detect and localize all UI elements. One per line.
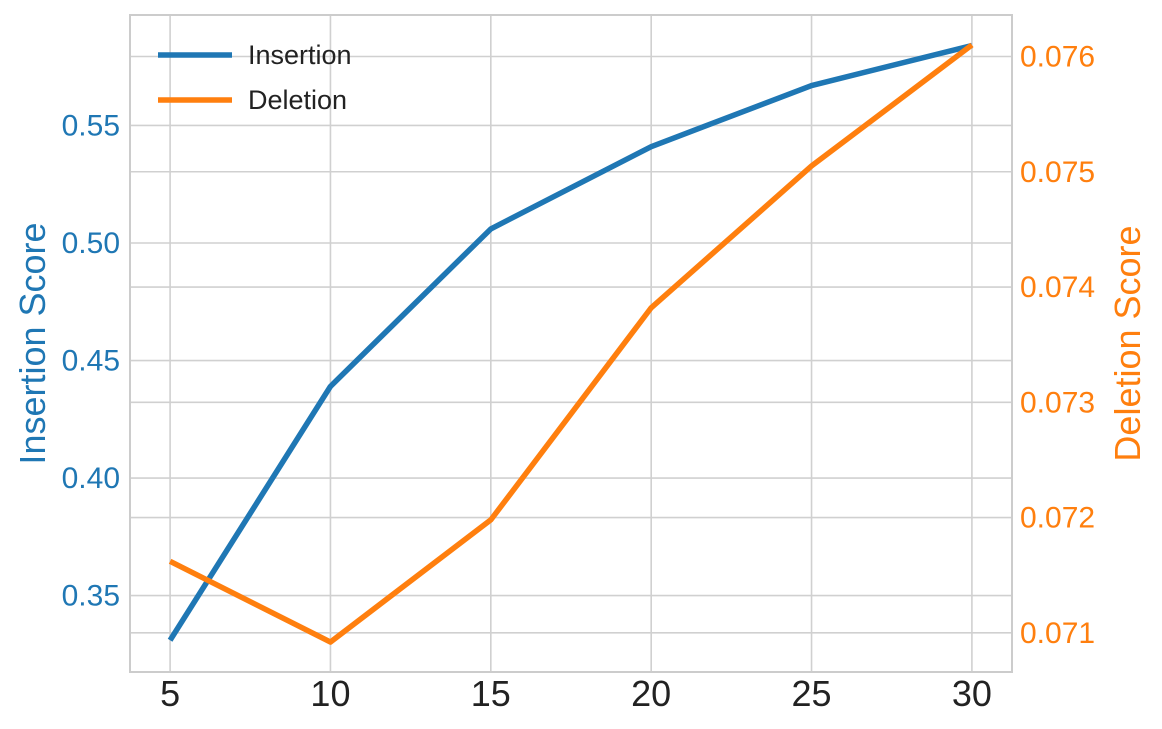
y-right-tick-label-0.072: 0.072 [1020, 502, 1095, 535]
y-left-tick-label-0.40: 0.40 [62, 462, 120, 495]
x-tick-label-10: 10 [310, 673, 350, 714]
series-layer [167, 42, 974, 645]
x-tick-label-5: 5 [160, 673, 180, 714]
y-right-tick-labels: 0.071 0.072 0.073 0.074 0.075 0.076 [1020, 40, 1095, 649]
y-axis-left-label: Insertion Score [12, 222, 53, 464]
y-left-tick-label-0.50: 0.50 [62, 227, 120, 260]
y-left-tick-label-0.35: 0.35 [62, 580, 120, 613]
series-line-deletion [168, 42, 974, 645]
y-right-tick-label-0.071: 0.071 [1020, 617, 1095, 650]
x-tick-label-20: 20 [631, 673, 671, 714]
y-right-tick-label-0.075: 0.075 [1020, 156, 1095, 189]
legend-label-deletion: Deletion [248, 85, 347, 115]
y-left-tick-label-0.45: 0.45 [62, 345, 120, 378]
y-left-tick-label-0.55: 0.55 [62, 109, 120, 142]
grid [130, 15, 1012, 672]
x-tick-label-15: 15 [471, 673, 511, 714]
series-line-insertion [167, 42, 973, 642]
y-right-tick-label-0.073: 0.073 [1020, 386, 1095, 419]
plot-frame [129, 14, 1013, 673]
x-tick-labels: 5 10 15 20 25 30 [160, 673, 992, 714]
y-left-tick-labels: 0.35 0.40 0.45 0.50 0.55 [62, 109, 120, 612]
legend-label-insertion: Insertion [248, 40, 352, 70]
y-right-tick-label-0.076: 0.076 [1020, 40, 1095, 73]
y-right-tick-label-0.074: 0.074 [1020, 271, 1095, 304]
x-tick-label-30: 30 [952, 673, 992, 714]
y-axis-right-label: Deletion Score [1107, 225, 1148, 461]
legend: Insertion Deletion [158, 40, 352, 115]
x-tick-label-25: 25 [792, 673, 832, 714]
